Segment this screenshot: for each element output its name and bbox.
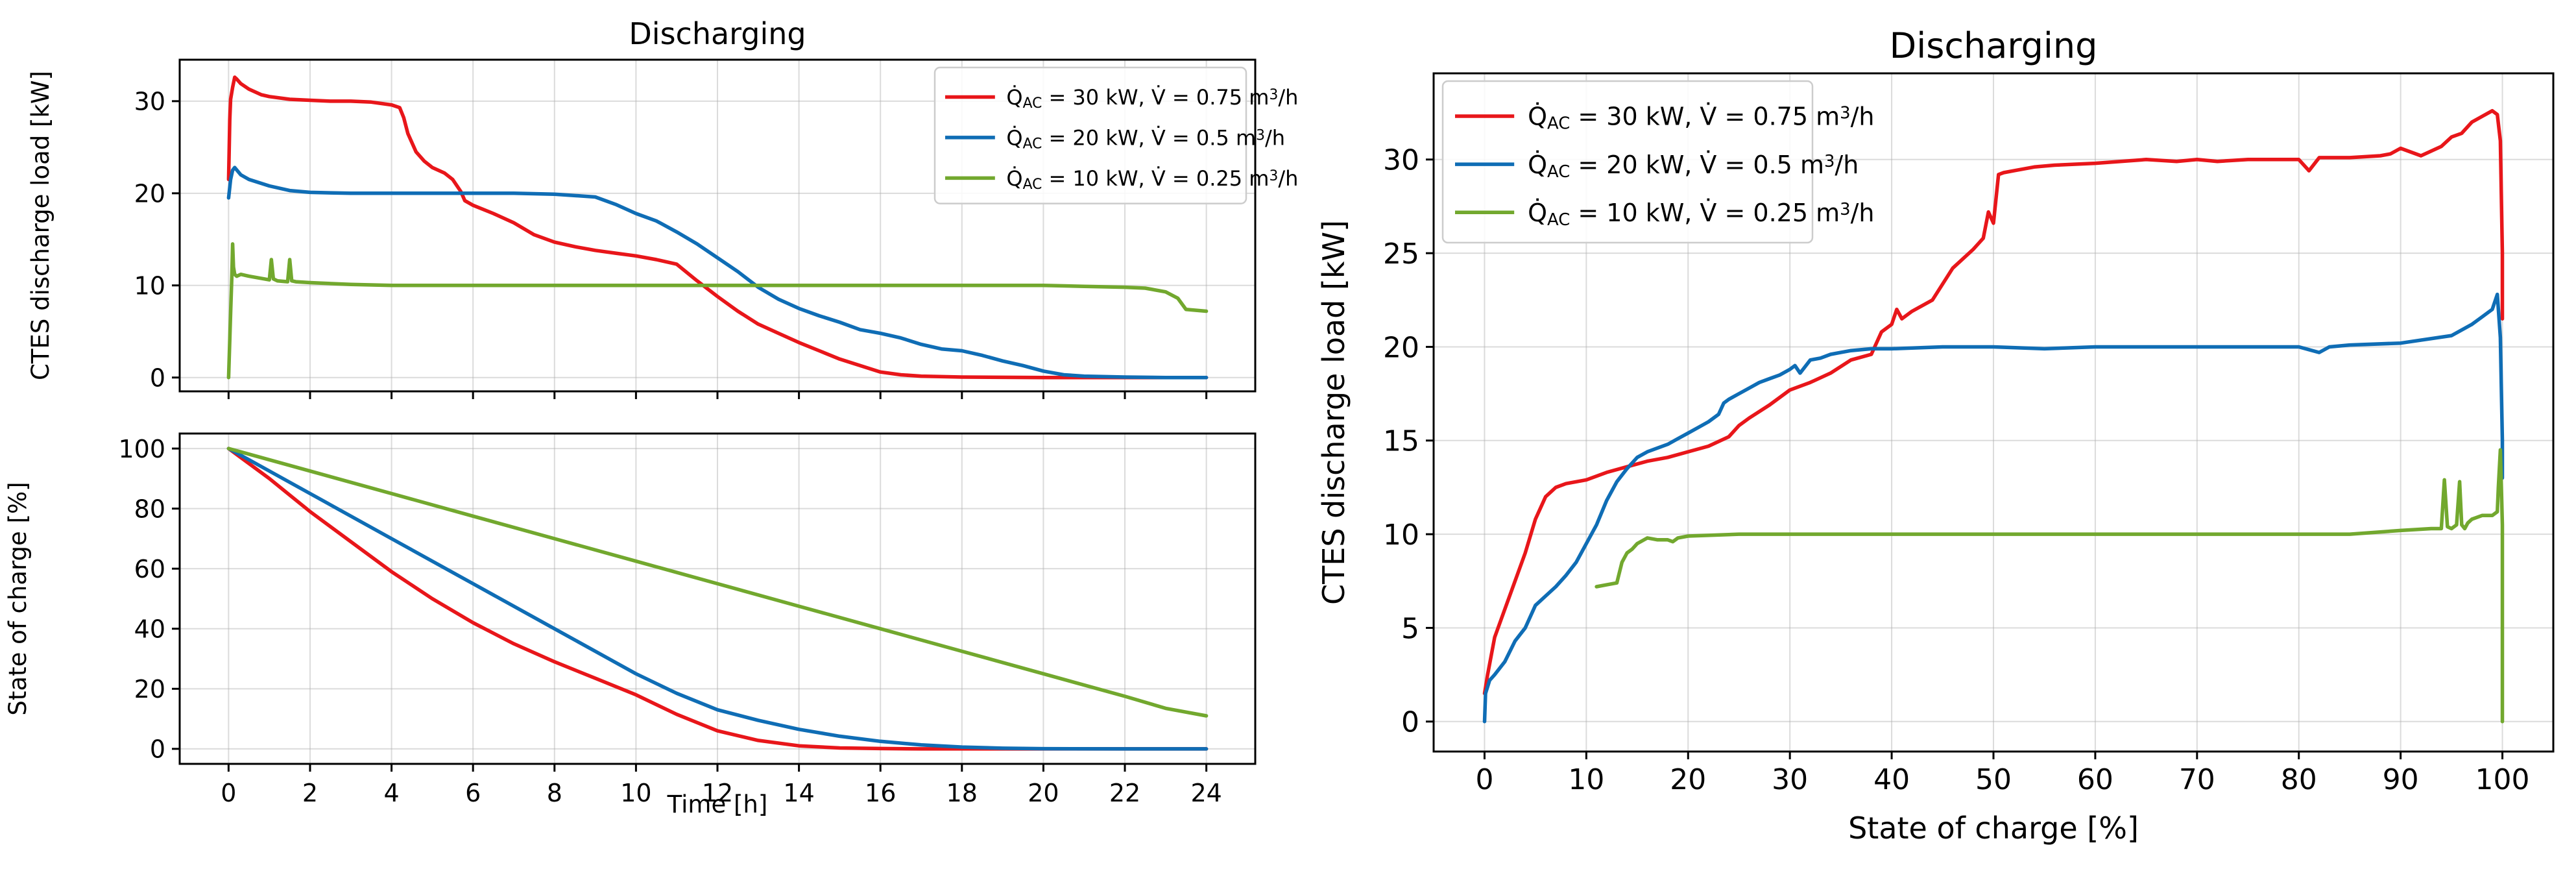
y-axis-label: CTES discharge load [kW] — [27, 71, 54, 380]
legend-label: Q̇AC = 10 kW, V̇ = 0.25 m3/h — [1528, 199, 1874, 230]
chart-title: Discharging — [1890, 25, 2098, 66]
series-line-3 — [226, 447, 1209, 718]
x-tick-label: 10 — [620, 779, 651, 807]
x-tick-label: 16 — [865, 779, 896, 807]
x-tick-label: 50 — [1975, 763, 2012, 796]
legend-label: Q̇AC = 20 kW, V̇ = 0.5 m3/h — [1528, 151, 1859, 182]
x-tick-label: 0 — [221, 779, 236, 807]
x-tick-label: 4 — [383, 779, 399, 807]
x-tick-label: 90 — [2383, 763, 2419, 796]
x-tick-label: 0 — [1475, 763, 1493, 796]
legend-label: Q̇AC = 10 kW, V̇ = 0.25 m3/h — [1006, 166, 1298, 193]
legend-label: Q̇AC = 30 kW, V̇ = 0.75 m3/h — [1006, 85, 1298, 112]
x-tick-label: 40 — [1873, 763, 1910, 796]
x-tick-label: 12 — [702, 779, 733, 807]
y-tick-label: 25 — [1383, 238, 1419, 271]
y-tick-label: 5 — [1401, 612, 1419, 645]
chart-top-left: 0 10 20 30 Discharging CTES discharge load [k… — [27, 16, 1298, 399]
series-line-1 — [226, 75, 1209, 380]
y-tick-label: 10 — [134, 271, 165, 300]
x-tick-label: 100 — [2475, 763, 2530, 796]
y-tick-label: 0 — [150, 735, 165, 764]
y-tick-label: 100 — [118, 435, 165, 463]
y-tick-label: 20 — [134, 179, 165, 208]
x-tick-label: 10 — [1568, 763, 1604, 796]
x-tick-label: 24 — [1190, 779, 1222, 807]
x-tick-label: 14 — [783, 779, 814, 807]
series-line-3 — [226, 242, 1209, 380]
x-tick-label: 6 — [465, 779, 481, 807]
x-axis-label: Time [h] — [667, 790, 768, 818]
x-tick-label: 2 — [302, 779, 318, 807]
series-group — [1482, 108, 2505, 724]
x-tick-label: 8 — [547, 779, 562, 807]
y-tick-label: 30 — [1383, 144, 1419, 177]
x-tick-label: 70 — [2179, 763, 2215, 796]
x-tick-label: 80 — [2281, 763, 2317, 796]
x-tick-label: 60 — [2077, 763, 2113, 796]
series-line-2 — [226, 165, 1209, 380]
y-tick-label: 10 — [1383, 519, 1419, 552]
y-tick-label: 80 — [134, 495, 165, 523]
x-tick-label: 18 — [946, 779, 978, 807]
chart-title: Discharging — [629, 16, 806, 51]
y-axis-label: State of charge [%] — [4, 482, 32, 715]
series-line-2 — [1482, 292, 2505, 724]
y-tick-label: 30 — [134, 88, 165, 116]
chart-right: 0 10 20 30 40 50 60 70 80 90 100 0 5 10 15 20 25 30 Discha… — [1316, 25, 2555, 846]
series-line-1 — [1482, 108, 2505, 696]
x-tick-label: 22 — [1109, 779, 1140, 807]
legend-label: Q̇AC = 30 kW, V̇ = 0.75 m3/h — [1528, 103, 1874, 134]
series-line-2 — [226, 447, 1209, 751]
y-tick-label: 20 — [1383, 331, 1419, 364]
legend-box — [933, 66, 1247, 204]
series-line-1 — [226, 447, 1209, 751]
x-tick-label: 30 — [1772, 763, 1808, 796]
y-tick-label: 0 — [1401, 706, 1419, 739]
y-tick-label: 60 — [134, 555, 165, 583]
legend: Q̇AC = 30 kW, V̇ = 0.75 m3/h Q̇AC = 20 kW… — [1441, 80, 1874, 244]
y-tick-label: 15 — [1383, 425, 1419, 458]
series-line-3 — [1595, 448, 2505, 724]
y-tick-label: 20 — [134, 675, 165, 704]
y-tick-label: 40 — [134, 615, 165, 643]
legend-label: Q̇AC = 20 kW, V̇ = 0.5 m3/h — [1006, 125, 1285, 152]
series-group — [226, 75, 1209, 380]
x-tick-label: 20 — [1670, 763, 1706, 796]
y-tick-label: 0 — [150, 363, 165, 392]
x-axis-label: State of charge [%] — [1848, 811, 2139, 846]
legend-box — [1441, 80, 1814, 244]
series-group — [226, 447, 1209, 751]
y-axis-label: CTES discharge load [kW] — [1316, 220, 1351, 605]
legend: Q̇AC = 30 kW, V̇ = 0.75 m3/h Q̇AC = 20 kW… — [933, 66, 1298, 204]
x-tick-label: 20 — [1028, 779, 1059, 807]
